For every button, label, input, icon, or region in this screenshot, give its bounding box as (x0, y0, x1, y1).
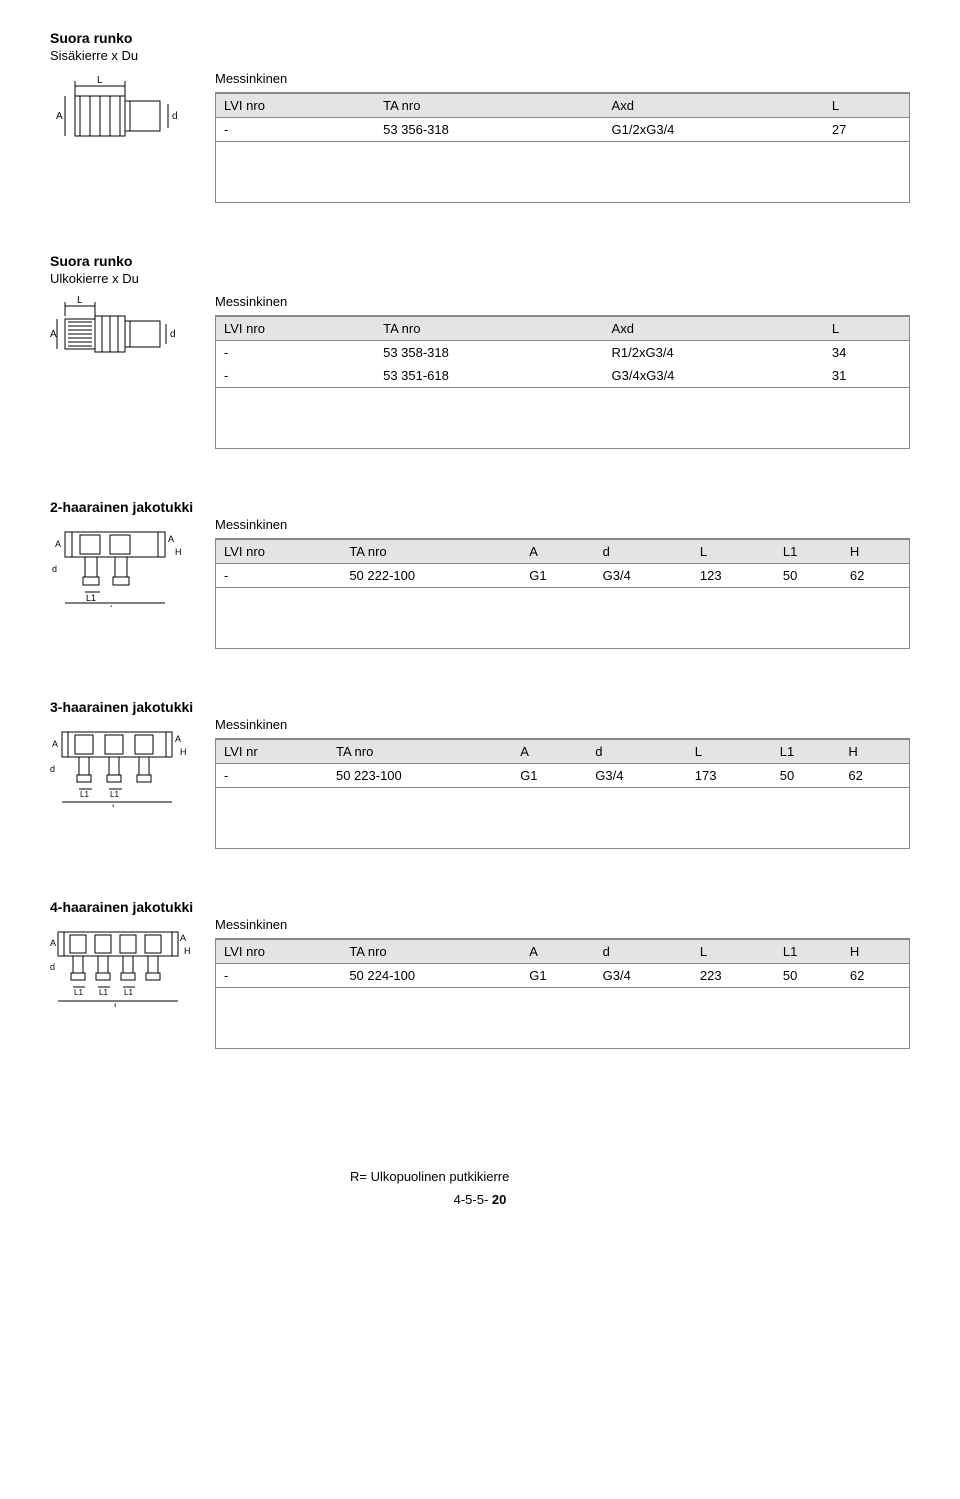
section-4: 3-haarainen jakotukki A A (50, 699, 910, 849)
col-header: A (512, 740, 587, 764)
section-title: 4-haarainen jakotukki (50, 899, 910, 915)
svg-text:A: A (56, 111, 63, 122)
svg-text:L1: L1 (110, 790, 119, 799)
col-header: H (840, 740, 909, 764)
col-header: A (521, 540, 594, 564)
col-header: d (587, 740, 687, 764)
diagram-fitting-2: L A d (50, 294, 190, 374)
svg-text:L: L (110, 604, 115, 607)
svg-text:L: L (77, 295, 83, 306)
col-header: L1 (775, 540, 842, 564)
footer-note: R= Ulkopuolinen putkikierre (350, 1169, 910, 1184)
svg-text:A: A (175, 734, 181, 744)
section-5: 4-haarainen jakotukki (50, 899, 910, 1049)
svg-text:L: L (114, 1002, 119, 1007)
col-header: TA nro (328, 740, 512, 764)
col-header: L (692, 540, 775, 564)
section-2: Suora runko Ulkokierre x Du (50, 253, 910, 449)
col-header: Axd (604, 94, 824, 118)
section-title: Suora runko (50, 253, 910, 269)
col-header: LVI nro (216, 94, 375, 118)
section-1: Suora runko Sisäkierre x Du (50, 30, 910, 203)
col-header: A (521, 940, 594, 964)
col-header: H (842, 940, 909, 964)
material-label: Messinkinen (215, 71, 910, 86)
col-header: TA nro (341, 540, 521, 564)
svg-text:L: L (112, 803, 117, 807)
section-title: Suora runko (50, 30, 910, 46)
svg-text:A: A (50, 938, 56, 948)
svg-text:A: A (180, 933, 186, 943)
data-table-4: LVI nr TA nro A d L L1 H - 50 223-100 G1… (215, 738, 910, 849)
material-label: Messinkinen (215, 717, 910, 732)
table-row: - 50 223-100 G1 G3/4 173 50 62 (216, 764, 909, 788)
svg-text:L: L (97, 75, 103, 86)
diagram-manifold-2: A A H d L1 L (50, 517, 190, 607)
col-header: L1 (772, 740, 841, 764)
material-label: Messinkinen (215, 517, 910, 532)
svg-text:d: d (52, 564, 57, 574)
data-table-3: LVI nro TA nro A d L L1 H - 50 222-100 G… (215, 538, 910, 649)
col-header: L1 (775, 940, 842, 964)
col-header: TA nro (375, 317, 603, 341)
col-header: TA nro (375, 94, 603, 118)
col-header: H (842, 540, 909, 564)
col-header: L (687, 740, 772, 764)
svg-text:L1: L1 (124, 988, 133, 997)
section-subtitle: Ulkokierre x Du (50, 271, 910, 286)
col-header: L (824, 317, 909, 341)
col-header: TA nro (341, 940, 521, 964)
col-header: d (595, 940, 692, 964)
diagram-manifold-4: A A H d L1 L1 L1 L (50, 917, 190, 1007)
svg-text:L1: L1 (80, 790, 89, 799)
svg-text:L1: L1 (99, 988, 108, 997)
table-row: - 53 358-318 R1/2xG3/4 34 (216, 341, 909, 365)
svg-text:L1: L1 (86, 593, 96, 603)
data-table-2: LVI nro TA nro Axd L - 53 358-318 R1/2xG… (215, 315, 910, 449)
material-label: Messinkinen (215, 917, 910, 932)
svg-text:d: d (172, 111, 178, 122)
svg-text:d: d (50, 764, 55, 774)
section-title: 3-haarainen jakotukki (50, 699, 910, 715)
svg-text:A: A (55, 539, 61, 549)
svg-text:H: H (180, 747, 187, 757)
col-header: d (595, 540, 692, 564)
col-header: L (692, 940, 775, 964)
table-row: - 53 351-618 G3/4xG3/4 31 (216, 364, 909, 388)
svg-text:A: A (52, 739, 58, 749)
col-header: L (824, 94, 909, 118)
data-table-5: LVI nro TA nro A d L L1 H - 50 224-100 G… (215, 938, 910, 1049)
table-row: - 53 356-318 G1/2xG3/4 27 (216, 118, 909, 142)
page-number: 4-5-5- 20 (50, 1192, 910, 1207)
svg-text:d: d (170, 329, 176, 340)
col-header: LVI nr (216, 740, 328, 764)
section-title: 2-haarainen jakotukki (50, 499, 910, 515)
svg-text:A: A (50, 329, 57, 340)
diagram-fitting-1: L A d (50, 71, 190, 161)
svg-text:A: A (168, 534, 174, 544)
svg-text:d: d (50, 962, 55, 972)
svg-text:H: H (175, 547, 182, 557)
svg-text:L1: L1 (74, 988, 83, 997)
col-header: Axd (604, 317, 824, 341)
data-table-1: LVI nro TA nro Axd L - 53 356-318 G1/2xG… (215, 92, 910, 203)
col-header: LVI nro (216, 540, 341, 564)
table-row: - 50 222-100 G1 G3/4 123 50 62 (216, 564, 909, 588)
table-row: - 50 224-100 G1 G3/4 223 50 62 (216, 964, 909, 988)
section-subtitle: Sisäkierre x Du (50, 48, 910, 63)
svg-text:H: H (184, 946, 190, 956)
material-label: Messinkinen (215, 294, 910, 309)
diagram-manifold-3: A A H d L1 L1 L (50, 717, 190, 807)
col-header: LVI nro (216, 940, 341, 964)
col-header: LVI nro (216, 317, 375, 341)
section-3: 2-haarainen jakotukki A A H d (50, 499, 910, 649)
